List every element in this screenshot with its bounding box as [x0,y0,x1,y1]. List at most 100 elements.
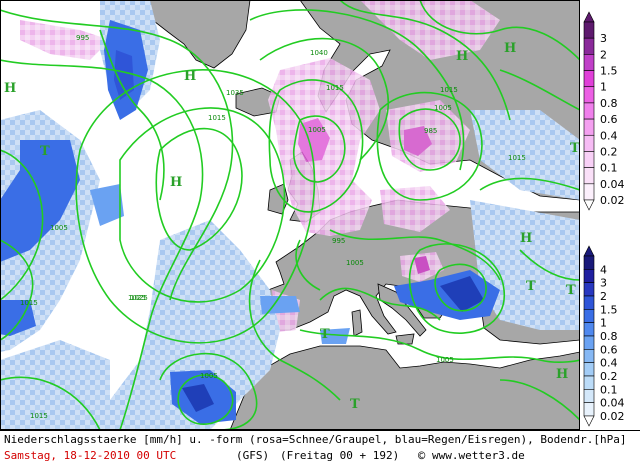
isobar-label: 1005 [436,356,454,364]
isobar-line [398,108,461,171]
isobar-line [0,9,234,301]
isobar-line [319,287,441,321]
legend-tick-label: 0.2 [600,145,618,158]
snow-area [404,126,432,156]
isobar-label: 995 [332,237,345,245]
legend-tick-label: 0.8 [600,97,618,110]
isobar-line [299,329,580,363]
legend-swatch [583,322,595,337]
isobar-line [434,263,487,312]
low-pressure-marker: T [40,144,50,159]
legend-tick-label: 0.1 [600,162,618,175]
legend-swatch [583,37,595,55]
isobar-line [0,376,101,430]
rain-precipitation [0,0,580,430]
high-pressure-marker: H [184,69,196,84]
isobar-line [159,352,258,430]
isobar-line [75,69,316,344]
low-pressure-marker: T [526,279,536,294]
isobar-line [0,149,44,301]
low-pressure-marker: T [566,283,576,298]
isobar-line [259,37,390,161]
legend-swatch [583,335,595,350]
legend-tick-label: 0.04 [600,178,625,191]
caption-website-link[interactable]: www.wetter3.de [432,449,525,462]
precipitation-pressure-map: 1035 1025 1015 1005 995 1040 1015 1005 9… [0,0,580,430]
legend-swatch [583,70,595,88]
rain-area-strong [440,276,484,312]
legend-tick-label: 1.5 [600,303,618,316]
legend-tick-label: 0.6 [600,343,618,356]
legend-tick-label: 1 [600,81,607,94]
legend-swatch [583,389,595,403]
isobar-line [295,239,321,291]
legend-tick-label: 0.6 [600,113,618,126]
ireland-land [267,183,289,215]
legend-swatch [583,151,595,168]
isobar-label: 1015 [20,299,38,307]
legend-swatch [583,375,595,390]
legend-tick-label: 0.4 [600,129,618,142]
rain-area-strong [90,184,124,226]
legend-swatch [583,309,595,323]
isobar-label: 1015 [440,86,458,94]
rain-area-strong [114,50,134,100]
isobar-label: 1015 [208,114,226,122]
legend-tick-label: 0.02 [600,410,625,423]
pressure-centers: H H H H H H H T T T T T T [4,41,580,412]
isobar-line [499,379,580,421]
legend-swatch [583,255,595,270]
legend-tick-label: 0.2 [600,370,618,383]
legend-swatch [583,362,595,377]
isobar-labels: 1035 1025 1015 1005 995 1040 1015 1005 9… [20,34,526,420]
isobar-line [519,249,580,281]
legend-tick-label: 3 [600,277,607,290]
caption-description: Niederschlagsstaerke [mm/h] u. -form (ro… [4,433,627,446]
snow-area [380,186,450,232]
rain-area [470,110,580,200]
caption-model: (GFS) [236,449,270,462]
caption-date: Samstag, 18-12-2010 00 UTC [4,449,177,462]
rain-area-strong [182,384,214,412]
legend-panel: 3 2 1.5 1 0.8 0.6 0.4 0.2 0.1 0.04 0.02 4 3 2 1.5 1 0.8… [580,0,640,430]
isobar-label: 1005 [346,259,364,267]
legend-swatch [583,102,595,120]
isobar-line [155,127,243,251]
map-border [0,0,580,430]
high-pressure-marker: H [556,367,568,382]
isobar-line [408,243,505,334]
isobar-line [99,29,165,201]
rain-area-strong [0,140,80,262]
snow-area [414,256,430,274]
isobar-line [177,374,234,425]
isobar-line [249,9,465,171]
legend-swatch [583,21,595,39]
isobar-label: 1015 [326,84,344,92]
high-pressure-marker: H [170,175,182,190]
isobar-label: 995 [76,34,89,42]
legend-swatch [583,118,595,136]
isobar-label: 1035 [226,89,244,97]
high-pressure-marker: H [520,231,532,246]
caption-second-line: Samstag, 18-12-2010 00 UTC (GFS) (Freita… [4,449,525,463]
legend-swatch [583,54,595,71]
legend-tick-label: 3 [600,32,607,45]
legend-swatch [583,282,595,297]
isobar-line [376,91,483,201]
legend-tick-label: 4 [600,263,607,276]
snow-legend: 3 2 1.5 1 0.8 0.6 0.4 0.2 0.1 0.04 0.02 [583,11,625,211]
low-pressure-marker: T [350,397,360,412]
legend-swatch [583,183,595,201]
legend-tick-label: 1 [600,317,607,330]
legend-swatch [583,86,595,104]
legend-swatch [583,167,595,185]
rain-area-strong [260,296,300,314]
legend-arrow-top [583,245,595,257]
isobar-label: 985 [424,127,437,135]
legend-swatch [583,402,595,417]
isobar-label: 1015 [508,154,526,162]
isobar-label: 1005 [434,104,452,112]
legend-swatch [583,295,595,310]
high-pressure-marker: H [456,49,468,64]
